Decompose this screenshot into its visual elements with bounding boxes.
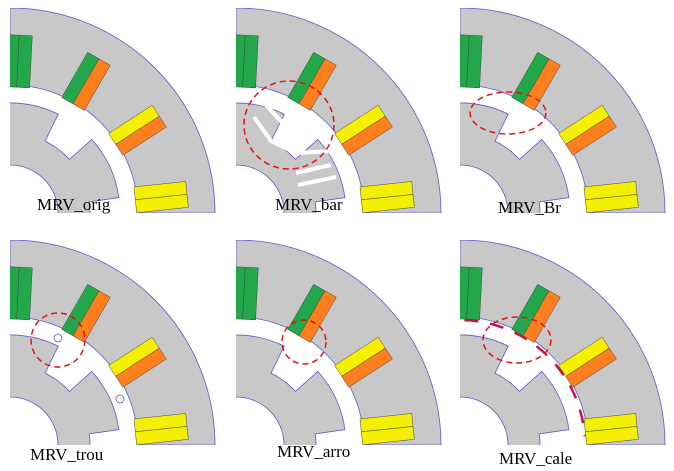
panel-cale <box>460 240 666 445</box>
coil-side <box>115 115 167 156</box>
coil-side <box>341 347 393 388</box>
coil-side <box>16 266 33 321</box>
coil-side <box>585 426 639 445</box>
coil-side <box>466 266 483 321</box>
rotor <box>460 102 570 213</box>
coil-side <box>298 290 337 343</box>
rotor <box>236 102 346 213</box>
caption-mrv-br: MRV_Br <box>498 198 561 217</box>
caption-mrv-cale: MRV_cale <box>499 449 573 468</box>
rotor <box>236 334 346 445</box>
coil-side <box>522 290 561 343</box>
coil-side <box>361 426 415 445</box>
caption-mrv-orig: MRV_orig <box>37 195 111 214</box>
coil-side <box>585 194 639 213</box>
coil-side <box>242 34 259 89</box>
caption-mrv-trou: MRV_trou <box>30 445 104 464</box>
coil-side <box>565 347 617 388</box>
coil-side <box>135 194 189 213</box>
highlight-ellipse <box>30 312 86 368</box>
hole <box>53 333 63 343</box>
coil-side <box>72 58 111 111</box>
flux-barrier <box>297 175 337 187</box>
panel-arro <box>236 240 442 445</box>
coil-side <box>466 34 483 89</box>
panel-Br <box>460 8 666 213</box>
slot-wedge <box>464 318 586 437</box>
caption-mrv-arro: MRV_arro <box>277 442 351 461</box>
coil-side <box>242 266 259 321</box>
coil-side <box>115 347 167 388</box>
panel-bar <box>236 8 442 213</box>
hole <box>115 394 125 404</box>
coil-side <box>522 58 561 111</box>
flux-barrier <box>279 103 303 131</box>
coil-side <box>341 115 393 156</box>
highlight-ellipse <box>243 80 335 170</box>
flux-barrier <box>264 103 290 131</box>
highlight-ellipse <box>281 319 327 365</box>
coil-side <box>565 115 617 156</box>
rotor <box>460 334 570 445</box>
coil-side <box>298 58 337 111</box>
highlight-ellipse <box>482 316 552 364</box>
panel-orig <box>10 8 216 213</box>
flux-barrier <box>252 115 335 156</box>
caption-mrv-bar: MRV_bar <box>275 195 343 214</box>
panel-trou <box>10 240 216 445</box>
rotor <box>10 102 120 213</box>
coil-side <box>16 34 33 89</box>
coil-side <box>72 290 111 343</box>
highlight-ellipse <box>469 91 547 135</box>
rotor <box>10 333 125 445</box>
flux-barrier <box>295 163 332 175</box>
coil-side <box>361 194 415 213</box>
coil-side <box>135 426 189 445</box>
